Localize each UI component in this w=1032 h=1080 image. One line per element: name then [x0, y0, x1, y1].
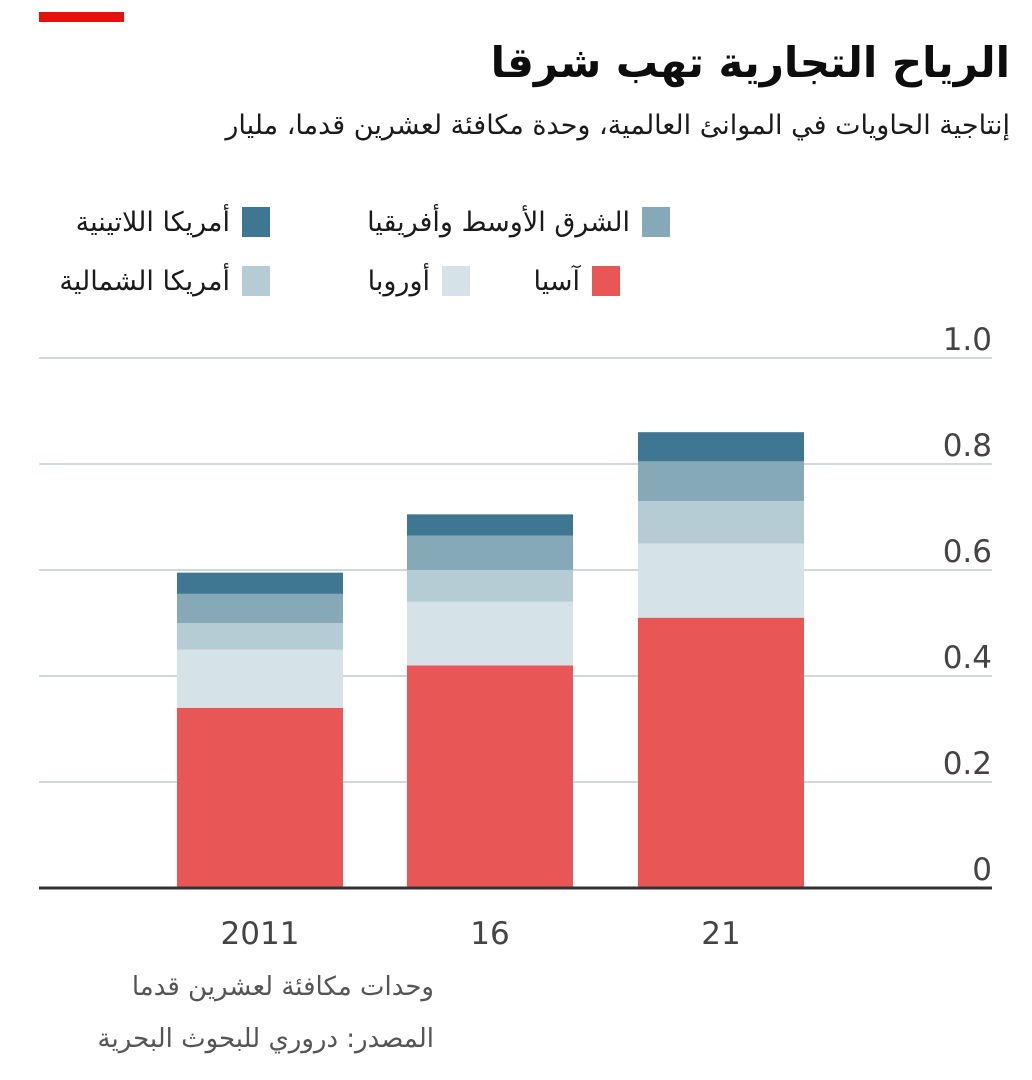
bar-segment-16-series-3 — [407, 535, 573, 570]
bar-segment-2011-series-1 — [177, 649, 343, 708]
chart-subtitle: إنتاجية الحاويات في الموانئ العالمية، وح… — [225, 110, 1010, 141]
bar-segment-16-series-0 — [407, 665, 573, 888]
x-tick-label-2011: 2011 — [221, 916, 300, 952]
x-tick-label-16: 16 — [470, 916, 509, 952]
bar-segment-16-series-2 — [407, 570, 573, 602]
legend-swatch-middle-east-africa — [642, 207, 670, 237]
y-tick-labels: 0 0.2 0.4 0.6 0.8 1.0 — [943, 322, 992, 888]
x-tick-label-21: 21 — [701, 916, 740, 952]
bar-segment-21-series-1 — [638, 543, 804, 618]
legend-label-middle-east-africa: الشرق الأوسط وأفريقيا — [367, 206, 630, 238]
legend-item-latin-america: أمريكا اللاتينية — [76, 204, 270, 240]
legend-swatch-north-america — [242, 266, 270, 296]
y-tick-label: 0.2 — [943, 746, 992, 782]
bar-segment-21-series-4 — [638, 432, 804, 462]
bar-segment-16-series-1 — [407, 601, 573, 666]
legend-item-asia: آسيا — [533, 263, 620, 299]
y-tick-label: 0.6 — [943, 534, 992, 570]
legend-item-north-america: أمريكا الشمالية — [59, 263, 270, 299]
bar-segment-2011-series-2 — [177, 623, 343, 650]
source-note: المصدر: دروري للبحوث البحرية — [97, 1024, 434, 1054]
y-tick-label: 0.4 — [943, 640, 992, 676]
brand-accent-bar — [39, 12, 124, 22]
bar-segment-21-series-2 — [638, 501, 804, 544]
legend-label-latin-america: أمريكا اللاتينية — [75, 206, 230, 238]
legend-label-asia: آسيا — [533, 265, 581, 297]
bar-segment-2011-series-4 — [177, 572, 343, 594]
y-tick-label: 0 — [972, 852, 992, 888]
y-tick-label: 0.8 — [943, 428, 992, 464]
legend-label-europe: أوروبا — [367, 265, 430, 297]
bar-segment-21-series-3 — [638, 461, 804, 502]
bar-segment-2011-series-3 — [177, 593, 343, 623]
bar-segment-21-series-0 — [638, 617, 804, 888]
chart-title: الرياح التجارية تهب شرقا — [490, 38, 1010, 87]
legend-swatch-europe — [442, 266, 470, 296]
legend-item-europe: أوروبا — [368, 263, 470, 299]
stacked-bar-chart: 0 0.2 0.4 0.6 0.8 1.0 2011 16 21 — [39, 322, 992, 952]
legend-swatch-latin-america — [242, 207, 270, 237]
bar-segment-2011-series-0 — [177, 707, 343, 888]
bar-segments — [177, 432, 804, 888]
bar-segment-16-series-4 — [407, 514, 573, 536]
x-tick-labels: 2011 16 21 — [221, 916, 741, 952]
legend-label-north-america: أمريكا الشمالية — [59, 265, 230, 297]
legend-item-middle-east-africa: الشرق الأوسط وأفريقيا — [367, 204, 670, 240]
units-note: وحدات مكافئة لعشرين قدما — [131, 972, 434, 1002]
legend-swatch-asia — [592, 266, 620, 296]
y-tick-label: 1.0 — [943, 322, 992, 358]
